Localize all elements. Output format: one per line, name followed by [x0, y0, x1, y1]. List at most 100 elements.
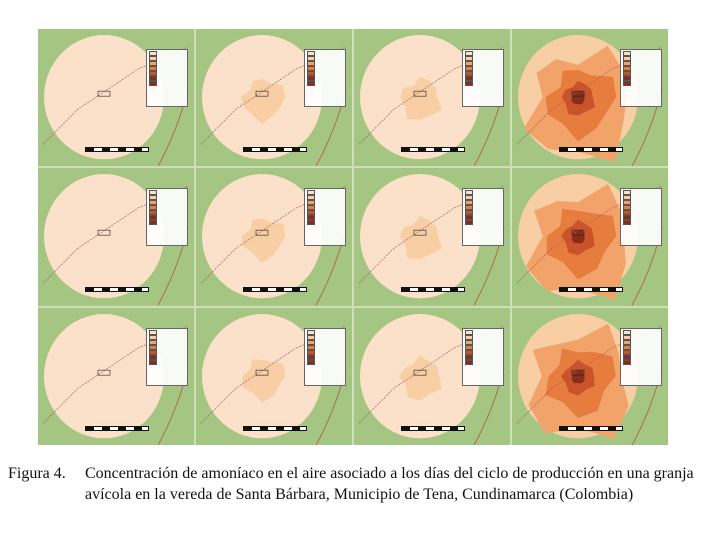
farm-buildings [97, 230, 111, 236]
road-line [42, 46, 189, 145]
concentration-contour [571, 90, 585, 105]
legend-swatch [465, 61, 473, 66]
legend-swatch [623, 210, 631, 216]
concentration-contour [240, 78, 286, 125]
legend-swatch [307, 66, 315, 71]
legend-swatch [307, 190, 315, 196]
legend-swatch [149, 195, 157, 201]
legend-swatch [307, 220, 315, 226]
road-line [42, 186, 189, 284]
legend-swatch [307, 200, 315, 206]
road-line [358, 46, 505, 145]
map-legend [620, 327, 662, 386]
road-line [200, 46, 347, 145]
concentration-map [200, 174, 347, 306]
legend-swatch [623, 334, 631, 340]
map-panel [196, 307, 352, 445]
concentration-map [516, 174, 663, 306]
legend-swatch [149, 190, 157, 196]
legend-swatch [623, 329, 631, 335]
legend-swatch [307, 205, 315, 211]
map-panel [38, 307, 194, 445]
legend-swatch [149, 349, 157, 355]
figure-grid [38, 29, 668, 445]
legend-swatch [465, 359, 473, 365]
legend-swatch [149, 56, 157, 61]
map-panel [512, 307, 668, 445]
study-area-circle [44, 35, 164, 160]
legend-swatch [465, 334, 473, 340]
road-line [516, 46, 663, 145]
legend-swatch [465, 81, 473, 86]
farm-buildings [571, 90, 585, 97]
legend-swatch [623, 81, 631, 86]
legend-swatch [149, 200, 157, 206]
scale-bar [400, 425, 466, 431]
farm-buildings [255, 369, 269, 376]
legend-swatch [307, 354, 315, 360]
map-legend [620, 49, 662, 107]
legend-swatch [465, 210, 473, 216]
legend-swatch [623, 344, 631, 350]
scale-bar [400, 286, 466, 292]
map-panel [512, 168, 668, 306]
legend-swatch [465, 56, 473, 61]
legend-swatch [307, 76, 315, 81]
concentration-map [516, 35, 663, 167]
legend-swatch [307, 359, 315, 365]
legend-swatch [149, 81, 157, 86]
legend-swatch [307, 56, 315, 61]
scale-bar [242, 147, 308, 153]
map-legend [304, 188, 346, 247]
legend-swatch [307, 349, 315, 355]
legend-swatch [465, 220, 473, 226]
scale-bar [558, 286, 624, 292]
concentration-map [200, 35, 347, 167]
concentration-map [358, 174, 505, 306]
legend-swatch [623, 349, 631, 355]
legend-swatch [307, 81, 315, 86]
legend-swatch [465, 329, 473, 335]
concentration-map [358, 35, 505, 167]
concentration-contour [400, 77, 442, 120]
legend-swatch [149, 76, 157, 81]
legend-swatch [465, 200, 473, 206]
road-line [200, 325, 347, 424]
legend-swatch [465, 190, 473, 196]
map-legend [304, 327, 346, 386]
legend-swatch [623, 220, 631, 226]
legend-swatch [623, 71, 631, 76]
map-panel [38, 29, 194, 167]
legend-swatch [623, 51, 631, 56]
legend-swatch [149, 71, 157, 76]
scale-bar [242, 286, 308, 292]
legend-swatch [465, 205, 473, 211]
farm-buildings [97, 369, 111, 376]
legend-swatch [149, 339, 157, 345]
map-legend [462, 188, 504, 247]
legend-swatch [149, 215, 157, 221]
map-legend [462, 49, 504, 107]
legend-swatch [465, 349, 473, 355]
legend-swatch [149, 344, 157, 350]
map-panel [354, 29, 510, 167]
legend-swatch [623, 359, 631, 365]
concentration-map [42, 313, 189, 445]
map-legend [304, 49, 346, 107]
road-line [358, 325, 505, 424]
legend-swatch [465, 76, 473, 81]
legend-swatch [149, 51, 157, 56]
farm-buildings [413, 369, 427, 376]
concentration-contour [398, 355, 442, 401]
farm-buildings [413, 230, 427, 236]
legend-swatch [465, 66, 473, 71]
legend-swatch [149, 359, 157, 365]
legend-swatch [149, 354, 157, 360]
map-legend [620, 188, 662, 247]
scale-bar [400, 147, 466, 153]
map-panel [38, 168, 194, 306]
concentration-contour [242, 358, 286, 402]
legend-swatch [465, 51, 473, 56]
concentration-contour [399, 215, 442, 260]
farm-buildings [255, 230, 269, 236]
